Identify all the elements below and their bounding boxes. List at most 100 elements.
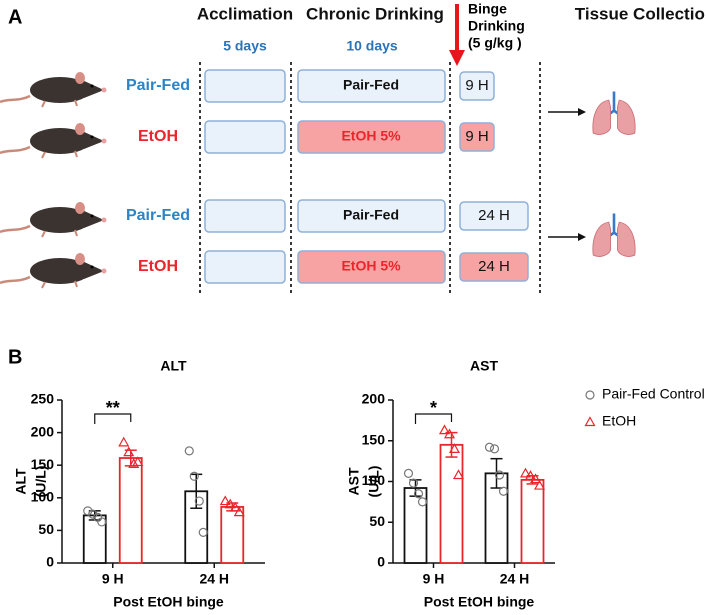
duration: 5 days xyxy=(223,38,267,54)
acclimation-box xyxy=(204,120,286,154)
chronic-box xyxy=(297,199,446,233)
y-axis-label: ALT xyxy=(13,468,29,495)
data-point xyxy=(417,497,428,507)
data-point xyxy=(128,458,140,468)
data-point xyxy=(443,428,456,439)
chronic-label: EtOH 5% xyxy=(341,258,401,274)
x-tick-label: 9 H xyxy=(102,571,124,587)
data-point xyxy=(533,479,546,490)
significance-label: ** xyxy=(106,398,120,418)
y-axis-label: (U/L) xyxy=(366,466,382,498)
binge-label: 24 H xyxy=(478,258,510,275)
x-tick-label: 24 H xyxy=(199,571,229,587)
group-label: Pair-Fed xyxy=(126,207,190,224)
y-tick-label: 250 xyxy=(31,391,55,407)
data-point xyxy=(83,506,93,516)
data-point xyxy=(484,442,495,452)
data-point xyxy=(529,473,542,484)
significance-bracket xyxy=(414,413,453,424)
x-axis-label: Post EtOH binge xyxy=(113,594,224,610)
y-tick-label: 150 xyxy=(31,456,55,472)
binge-header: Binge xyxy=(468,1,507,17)
y-tick-label: 100 xyxy=(362,472,386,488)
data-point xyxy=(403,468,414,478)
binge-header: (5 g/kg ) xyxy=(468,35,522,51)
group-label: EtOH xyxy=(138,128,178,145)
chronic-label: Pair-Fed xyxy=(343,77,399,93)
y-tick-label: 200 xyxy=(31,423,55,439)
chronic-box xyxy=(297,69,446,103)
data-point xyxy=(229,501,241,512)
data-point xyxy=(88,509,98,519)
chart-title: AST xyxy=(470,358,498,374)
tissue-collection xyxy=(548,90,637,258)
mouse xyxy=(0,251,108,289)
acclimation-box xyxy=(204,199,286,233)
binge-arrow xyxy=(449,4,465,66)
binge-box xyxy=(459,201,529,231)
significance-bracket xyxy=(94,413,132,424)
legend-marker xyxy=(585,390,595,400)
data-point xyxy=(413,489,424,499)
y-axis-label: (U/L) xyxy=(33,466,49,498)
data-point xyxy=(498,486,509,496)
data-point xyxy=(118,436,130,447)
chronic-box xyxy=(297,120,446,154)
data-point xyxy=(452,469,465,480)
data-point xyxy=(219,495,231,506)
data-point xyxy=(438,424,451,435)
data-point xyxy=(97,517,107,527)
bar xyxy=(118,457,143,564)
chronic-box xyxy=(297,250,446,284)
header: Tissue Collection xyxy=(575,4,706,23)
chronic-label: Pair-Fed xyxy=(343,207,399,223)
y-tick-label: 0 xyxy=(46,554,54,570)
y-tick-label: 0 xyxy=(377,554,385,570)
data-point xyxy=(194,496,204,506)
dividers xyxy=(199,62,541,296)
y-tick-label: 150 xyxy=(362,431,386,447)
data-point xyxy=(189,471,199,481)
y-axis-label: AST xyxy=(346,467,362,495)
mouse xyxy=(0,70,108,108)
group-label: EtOH xyxy=(138,258,178,275)
data-point xyxy=(519,467,532,478)
legend-marker xyxy=(584,416,596,427)
bar xyxy=(520,478,545,564)
bar xyxy=(439,443,464,564)
bar xyxy=(82,514,107,564)
mouse xyxy=(0,200,108,238)
mouse xyxy=(0,121,108,159)
data-point xyxy=(224,498,236,509)
data-point xyxy=(198,527,208,537)
legend-label: EtOH xyxy=(602,413,636,429)
panel-label: A xyxy=(8,6,22,28)
binge-box xyxy=(459,122,495,152)
acclimation-box xyxy=(204,69,286,103)
chronic-label: EtOH 5% xyxy=(341,128,401,144)
x-tick-label: 9 H xyxy=(423,571,445,587)
duration: 10 days xyxy=(346,38,398,54)
y-tick-label: 50 xyxy=(38,521,54,537)
data-point xyxy=(494,470,505,480)
data-point xyxy=(408,478,419,488)
binge-label: 24 H xyxy=(478,207,510,224)
data-point xyxy=(184,446,194,456)
data-point xyxy=(489,444,500,454)
header: Chronic Drinking xyxy=(306,4,444,23)
binge-label: 9 H xyxy=(465,128,488,145)
data-point xyxy=(233,506,245,517)
significance-label: * xyxy=(430,398,437,418)
binge-box xyxy=(459,71,495,101)
y-tick-label: 100 xyxy=(31,489,55,505)
chart-title: ALT xyxy=(160,358,187,374)
y-tick-label: 200 xyxy=(362,391,386,407)
legend-label: Pair-Fed Control xyxy=(602,386,705,402)
y-tick-label: 50 xyxy=(369,513,385,529)
group-label: Pair-Fed xyxy=(126,77,190,94)
header: Acclimation xyxy=(197,4,293,23)
binge-header: Drinking xyxy=(468,18,525,34)
data-point xyxy=(123,446,135,457)
data-point xyxy=(132,456,144,467)
